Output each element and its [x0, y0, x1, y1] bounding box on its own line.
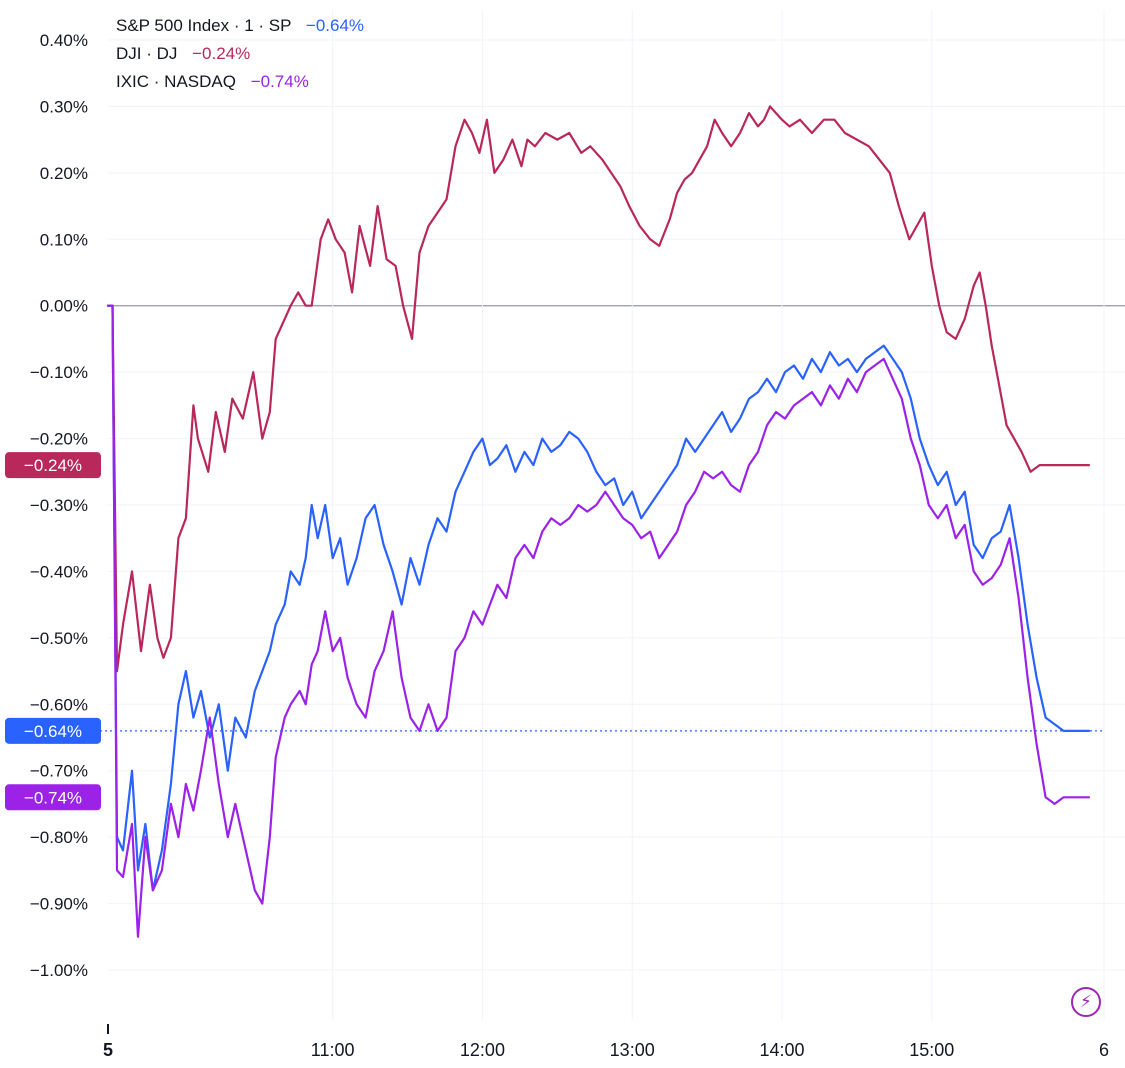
x-tick-label: 14:00 — [759, 1040, 804, 1060]
x-tick-label: 12:00 — [460, 1040, 505, 1060]
y-tick-label: −0.70% — [30, 762, 88, 781]
x-axis-ticks: 5 11:00 12:00 13:00 14:00 15:00 6 — [103, 1024, 1109, 1060]
y-tick-label: −0.90% — [30, 895, 88, 914]
legend-value-sp: −0.64% — [305, 16, 365, 35]
badge-ixic: −0.74% — [5, 784, 101, 811]
badge-bg-sp — [5, 717, 101, 744]
series-line-s-p-500[interactable] — [106, 304, 1091, 892]
legend-item-dji[interactable]: DJI · DJ −0.24% — [116, 40, 364, 68]
legend-label-ixic: IXIC · NASDAQ — [116, 72, 236, 91]
y-tick-label: −1.00% — [30, 961, 88, 980]
badge-value-sp: −0.64% — [24, 722, 82, 741]
legend-label-sp: S&P 500 Index · 1 · SP — [116, 16, 292, 35]
series-lines — [100, 105, 1104, 938]
x-tick-label: 13:00 — [610, 1040, 655, 1060]
y-tick-label: −0.10% — [30, 363, 88, 382]
legend-value-ixic: −0.74% — [250, 72, 309, 91]
y-tick-label: −0.30% — [30, 496, 88, 515]
y-tick-label: −0.60% — [30, 695, 88, 714]
legend-label-dji: DJI · DJ — [116, 44, 178, 63]
badge-sp: −0.64% — [5, 717, 101, 744]
y-tick-label: 0.00% — [40, 297, 88, 316]
x-tick-label: 15:00 — [909, 1040, 954, 1060]
y-axis-ticks: 0.40% 0.30% 0.20% 0.10% 0.00% −0.10% −0.20% −0.… — [30, 31, 88, 980]
x-tick-label: 5 — [103, 1040, 113, 1060]
y-tick-label: −0.20% — [30, 430, 88, 449]
legend-item-ixic[interactable]: IXIC · NASDAQ −0.74% — [116, 68, 364, 96]
badge-bg-ixic — [5, 784, 101, 811]
y-tick-label: 0.20% — [40, 164, 88, 183]
y-tick-label: −0.50% — [30, 629, 88, 648]
series-line-dji[interactable] — [106, 105, 1091, 673]
grid-lines — [108, 10, 1125, 1020]
legend-item-sp[interactable]: S&P 500 Index · 1 · SP −0.64% — [116, 12, 364, 40]
y-tick-label: −0.80% — [30, 828, 88, 847]
last-value-badges: −0.24% −0.64% −0.74% — [5, 452, 101, 811]
x-tick-label: 6 — [1099, 1040, 1109, 1060]
y-tick-label: 0.30% — [40, 97, 88, 116]
badge-dji: −0.24% — [5, 452, 101, 479]
badge-value-ixic: −0.74% — [24, 788, 82, 807]
y-tick-label: 0.40% — [40, 31, 88, 50]
badge-value-dji: −0.24% — [24, 456, 82, 475]
legend: S&P 500 Index · 1 · SP −0.64% DJI · DJ −… — [116, 12, 364, 96]
badge-bg-dji — [5, 452, 101, 479]
legend-value-dji: −0.24% — [192, 44, 251, 63]
series-line-ixic[interactable] — [106, 304, 1091, 938]
lightning-bolt-icon[interactable]: ⚡ — [1071, 987, 1101, 1017]
y-tick-label: −0.40% — [30, 562, 88, 581]
x-tick-label: 11:00 — [311, 1040, 355, 1060]
y-tick-label: 0.10% — [40, 230, 88, 249]
